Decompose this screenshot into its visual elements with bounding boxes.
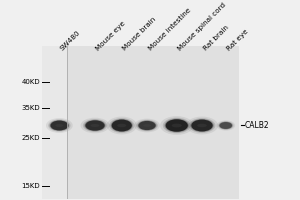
Bar	[41, 46, 67, 199]
Ellipse shape	[160, 116, 194, 135]
Text: Mouse brain: Mouse brain	[122, 16, 157, 52]
Text: 40KD: 40KD	[21, 79, 40, 85]
Ellipse shape	[223, 124, 229, 127]
Ellipse shape	[219, 122, 233, 129]
Ellipse shape	[46, 118, 73, 133]
Text: 25KD: 25KD	[22, 135, 40, 141]
Ellipse shape	[106, 117, 137, 134]
Ellipse shape	[48, 119, 70, 132]
Ellipse shape	[83, 119, 107, 132]
Ellipse shape	[91, 124, 99, 127]
Ellipse shape	[218, 121, 234, 130]
Ellipse shape	[163, 118, 191, 133]
Ellipse shape	[84, 120, 106, 131]
Ellipse shape	[216, 120, 235, 131]
Ellipse shape	[166, 119, 188, 132]
Ellipse shape	[50, 121, 68, 130]
Ellipse shape	[137, 120, 157, 131]
Text: Rat eye: Rat eye	[226, 28, 250, 52]
Ellipse shape	[111, 119, 133, 132]
Text: Rat brain: Rat brain	[202, 24, 230, 52]
Ellipse shape	[189, 118, 215, 133]
Ellipse shape	[164, 119, 189, 132]
Text: Mouse eye: Mouse eye	[95, 20, 127, 52]
Ellipse shape	[197, 124, 207, 127]
Ellipse shape	[117, 124, 126, 127]
Text: CALB2: CALB2	[244, 121, 269, 130]
Ellipse shape	[85, 120, 105, 131]
Ellipse shape	[172, 124, 182, 127]
Ellipse shape	[220, 122, 232, 129]
Ellipse shape	[109, 118, 134, 133]
Text: Mouse intestine: Mouse intestine	[147, 7, 192, 52]
Ellipse shape	[186, 117, 218, 134]
Ellipse shape	[136, 120, 158, 131]
Text: Mouse spinal cord: Mouse spinal cord	[177, 1, 227, 52]
Ellipse shape	[112, 120, 132, 131]
Ellipse shape	[80, 118, 110, 133]
Text: 35KD: 35KD	[21, 105, 40, 111]
Ellipse shape	[191, 120, 213, 131]
Text: 15KD: 15KD	[21, 183, 40, 189]
Text: SW480: SW480	[59, 29, 82, 52]
Bar	[67, 46, 239, 199]
Ellipse shape	[50, 120, 69, 131]
Ellipse shape	[190, 119, 214, 132]
Ellipse shape	[143, 124, 151, 127]
Ellipse shape	[138, 121, 156, 130]
Ellipse shape	[55, 124, 63, 127]
Ellipse shape	[134, 119, 160, 132]
